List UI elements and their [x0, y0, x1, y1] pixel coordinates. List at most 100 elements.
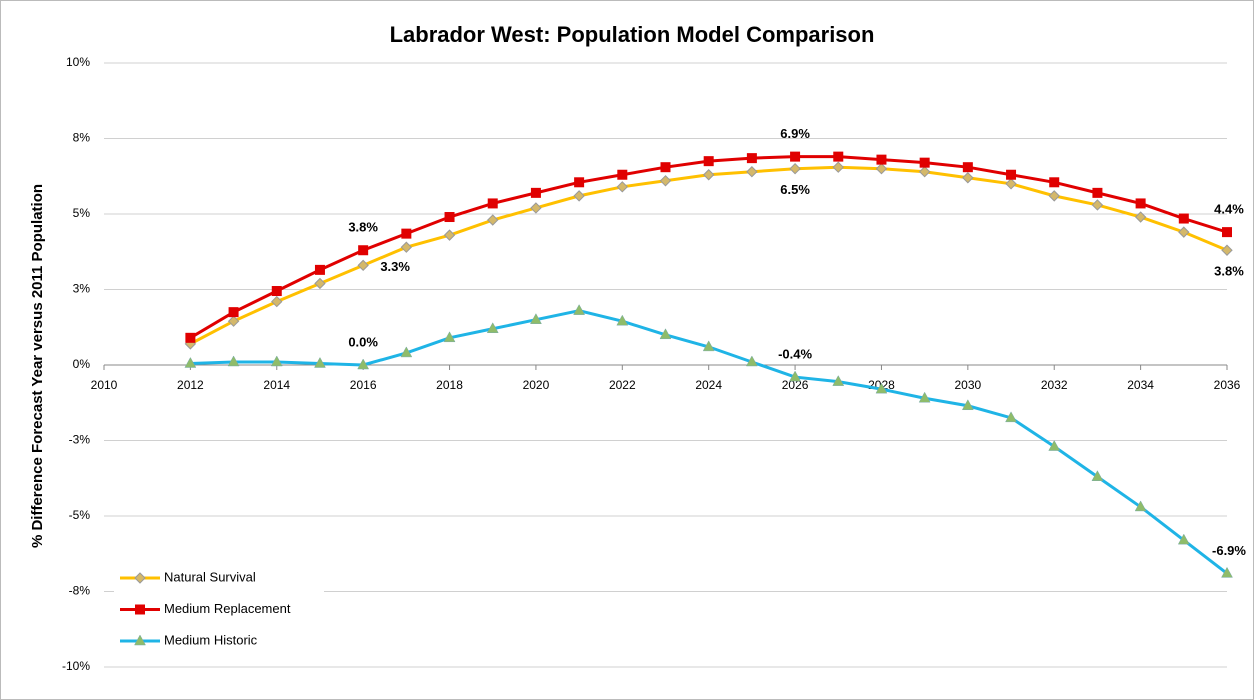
point: [660, 162, 671, 173]
point: [443, 229, 456, 241]
point: [400, 241, 413, 253]
y-axis-label: % Difference Forecast Year versus 2011 P…: [29, 184, 46, 548]
x-tick-label: 2016: [350, 378, 377, 392]
point: [1221, 244, 1233, 256]
point: [703, 156, 714, 167]
x-tick-label: 2034: [1127, 378, 1154, 392]
point: [875, 382, 888, 394]
y-tick-label: 8%: [73, 131, 91, 145]
data-label: 6.9%: [780, 126, 810, 141]
point: [702, 340, 715, 352]
point: [790, 151, 801, 162]
point: [444, 212, 455, 223]
point: [443, 331, 456, 343]
point: [184, 356, 197, 368]
point: [832, 375, 845, 386]
x-tick-label: 2032: [1041, 378, 1068, 392]
data-label: 6.5%: [780, 182, 810, 197]
point: [1091, 199, 1104, 211]
data-label: -6.9%: [1212, 543, 1246, 558]
point: [1178, 213, 1189, 224]
point: [401, 228, 412, 239]
point: [530, 313, 542, 324]
legend-marker: [134, 634, 146, 646]
point: [918, 391, 931, 403]
point: [227, 355, 240, 367]
point: [1006, 169, 1017, 180]
point: [702, 169, 715, 181]
point: [746, 166, 758, 178]
point: [487, 214, 499, 226]
data-label: 3.3%: [380, 259, 410, 274]
point: [918, 166, 931, 178]
legend-label: Natural Survival: [164, 569, 256, 584]
point: [271, 295, 283, 308]
y-tick-label: -3%: [69, 433, 91, 447]
point: [400, 346, 413, 358]
chart-title: Labrador West: Population Model Comparis…: [390, 22, 875, 47]
legend-marker: [134, 572, 146, 584]
data-label: 3.8%: [1214, 264, 1244, 279]
x-tick-label: 2036: [1214, 378, 1241, 392]
point: [573, 304, 586, 315]
data-label: 3.8%: [348, 220, 378, 235]
point: [876, 154, 887, 165]
point: [357, 358, 370, 370]
point: [919, 157, 930, 168]
x-tick-label: 2026: [782, 378, 809, 392]
point: [358, 245, 369, 256]
x-tick-label: 2022: [609, 378, 636, 392]
point: [530, 187, 541, 198]
point: [271, 286, 282, 297]
point: [659, 328, 672, 340]
x-tick-label: 2010: [91, 378, 118, 392]
point: [1178, 226, 1190, 238]
y-tick-label: -10%: [62, 659, 90, 673]
point: [1048, 190, 1060, 202]
point: [1221, 566, 1233, 578]
y-tick-label: -8%: [69, 584, 91, 598]
point: [185, 332, 196, 343]
data-label: 0.0%: [348, 334, 378, 349]
point: [962, 172, 974, 184]
point: [574, 177, 585, 188]
point: [1049, 177, 1060, 188]
legend-label: Medium Historic: [164, 632, 258, 647]
point: [962, 162, 973, 173]
point: [616, 314, 629, 326]
point: [617, 169, 628, 180]
data-label: -0.4%: [778, 347, 812, 362]
point: [745, 355, 758, 367]
point: [833, 151, 844, 162]
y-tick-label: 0%: [73, 357, 91, 371]
point: [530, 202, 542, 214]
point: [314, 277, 326, 290]
point: [1134, 211, 1147, 223]
point: [1135, 198, 1146, 209]
x-tick-label: 2012: [177, 378, 204, 392]
x-tick-label: 2014: [263, 378, 290, 392]
y-tick-label: -5%: [69, 508, 91, 522]
x-tick-label: 2020: [523, 378, 550, 392]
point: [357, 259, 369, 272]
y-tick-label: 5%: [73, 206, 91, 220]
point: [659, 175, 672, 187]
point: [616, 181, 629, 193]
point: [1048, 440, 1061, 451]
y-tick-label: 3%: [73, 282, 91, 296]
point: [746, 153, 757, 164]
point: [789, 370, 801, 382]
point: [1134, 500, 1147, 512]
point: [832, 161, 844, 173]
point: [1222, 227, 1232, 238]
y-tick-label: 10%: [66, 55, 90, 69]
point: [789, 162, 801, 175]
x-tick-label: 2018: [436, 378, 463, 392]
point: [875, 162, 888, 175]
point: [486, 322, 499, 334]
point: [314, 264, 325, 275]
point: [227, 315, 240, 327]
point: [270, 355, 283, 367]
point: [573, 190, 585, 202]
